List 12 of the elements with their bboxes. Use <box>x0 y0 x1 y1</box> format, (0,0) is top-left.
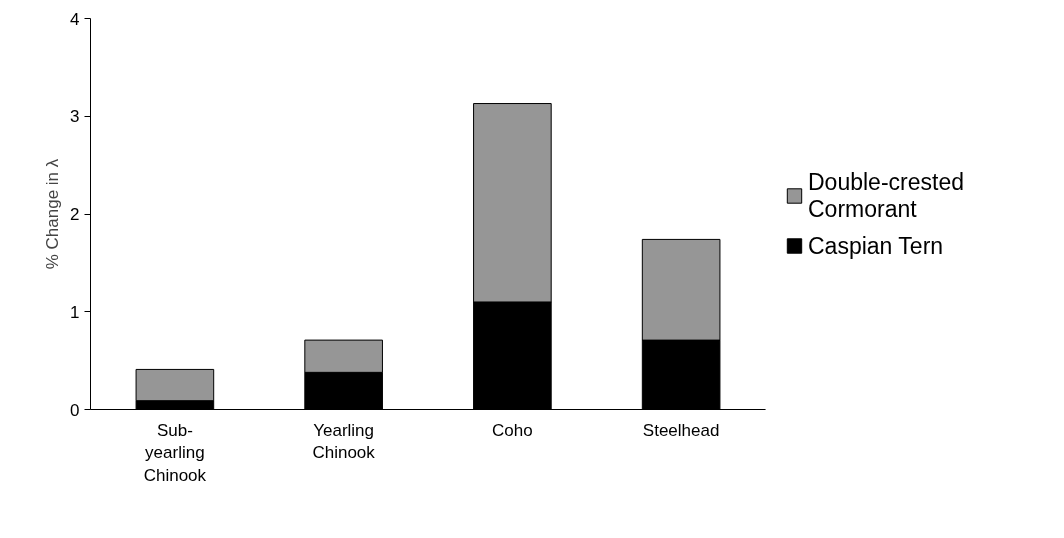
y-tick-label: 3 <box>70 107 80 127</box>
x-tick-label: Coho <box>492 420 533 440</box>
x-tick-label: Steelhead <box>642 420 720 440</box>
x-tick-label: Yearling Chinook <box>312 420 376 463</box>
x-tick-label: Sub-yearling Chinook <box>143 420 207 486</box>
legend-label: Caspian Tern <box>808 232 944 259</box>
y-tick-label: 2 <box>70 205 80 224</box>
y-tick-label: 0 <box>70 400 80 420</box>
y-tick-label: 4 <box>70 9 80 29</box>
y-tick-label: 1 <box>70 302 80 322</box>
y-axis-title: % Change in λ <box>43 158 63 270</box>
legend-label: Double-crested Cormorant <box>808 168 964 222</box>
